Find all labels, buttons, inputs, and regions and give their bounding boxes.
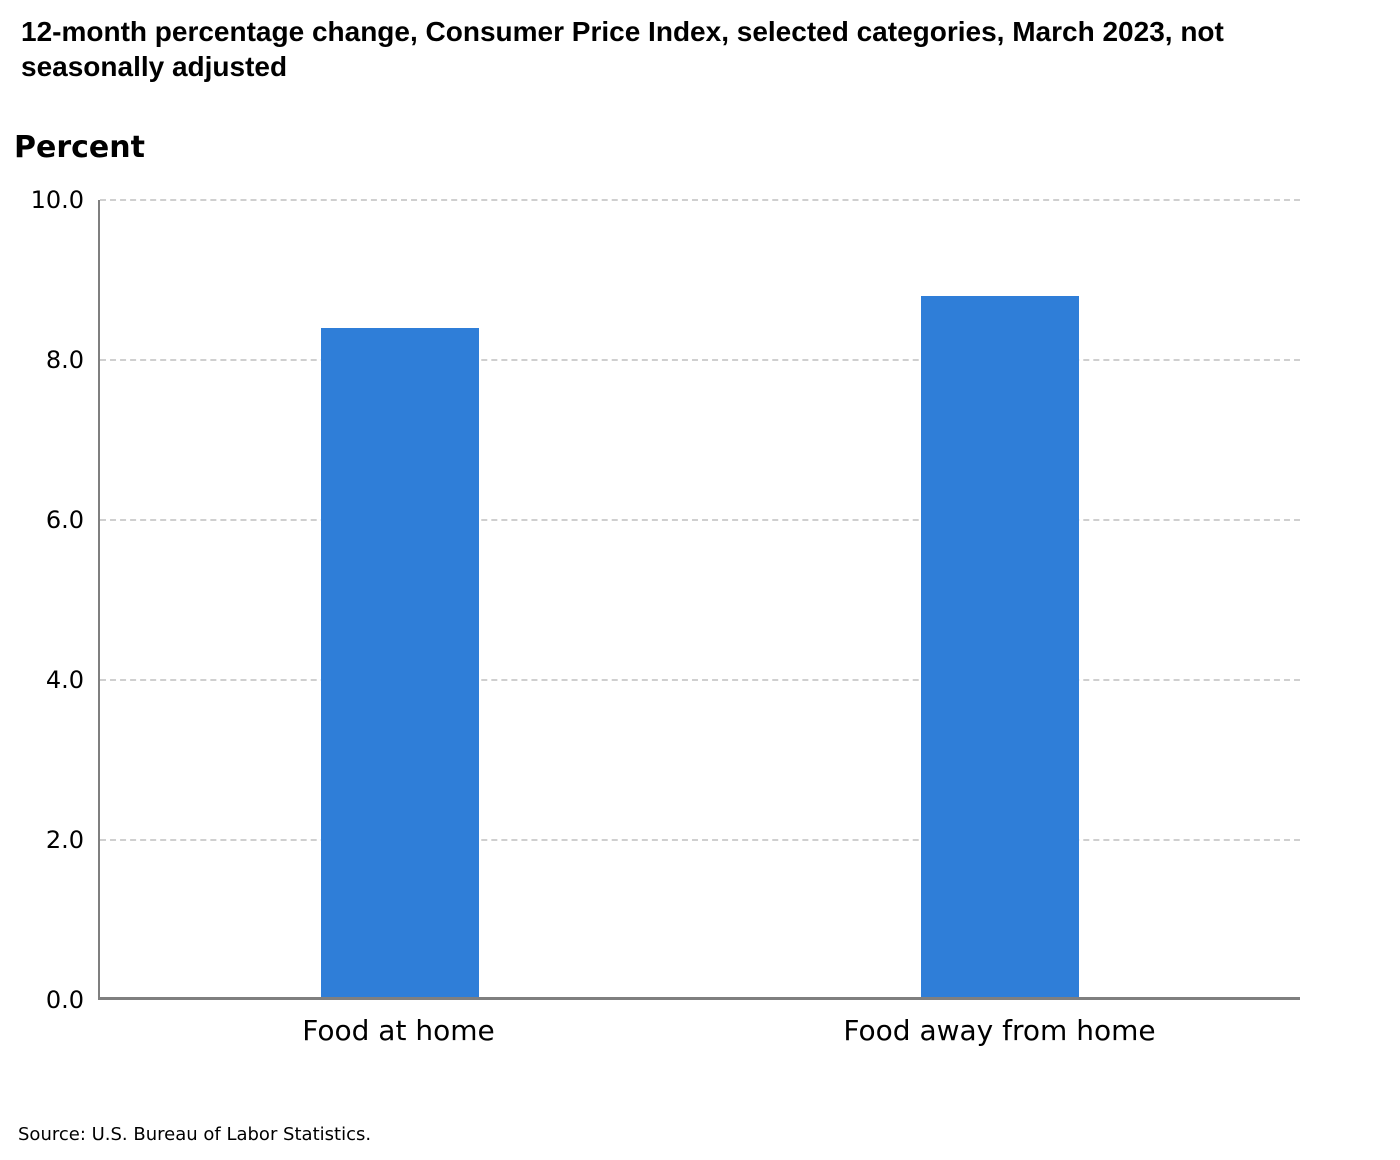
x-axis-labels: Food at home Food away from home [98,1014,1300,1058]
chart-title: 12-month percentage change, Consumer Pri… [21,16,1224,82]
gridline [100,359,1300,361]
y-tick-label: 6.0 [45,506,84,534]
y-axis-tick-labels: 10.0 8.0 6.0 4.0 2.0 0.0 [0,186,84,1014]
gridline [100,839,1300,841]
y-tick-label: 10.0 [30,186,84,214]
y-tick-label: 0.0 [45,986,84,1014]
source-note: Source: U.S. Bureau of Labor Statistics. [18,1124,372,1145]
y-tick-label: 2.0 [45,826,84,854]
y-tick-label: 8.0 [45,346,84,374]
bar-food-at-home[interactable] [321,327,479,997]
y-axis-title: Percent [14,130,145,165]
plot-area [98,199,1300,1000]
gridline [100,199,1300,201]
y-tick-label: 4.0 [45,666,84,694]
x-category-label: Food away from home [843,1014,1156,1047]
gridline [100,679,1300,681]
x-category-label: Food at home [302,1014,495,1047]
gridline [100,519,1300,521]
bar-food-away-from-home[interactable] [921,295,1079,997]
